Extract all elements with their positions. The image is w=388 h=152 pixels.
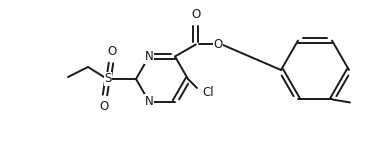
Text: O: O	[99, 100, 109, 113]
Text: O: O	[213, 38, 222, 51]
Text: O: O	[191, 9, 201, 21]
Text: N: N	[145, 95, 153, 108]
Text: N: N	[145, 50, 153, 63]
Text: Cl: Cl	[202, 86, 214, 100]
Text: O: O	[107, 45, 117, 58]
Text: S: S	[104, 73, 112, 85]
